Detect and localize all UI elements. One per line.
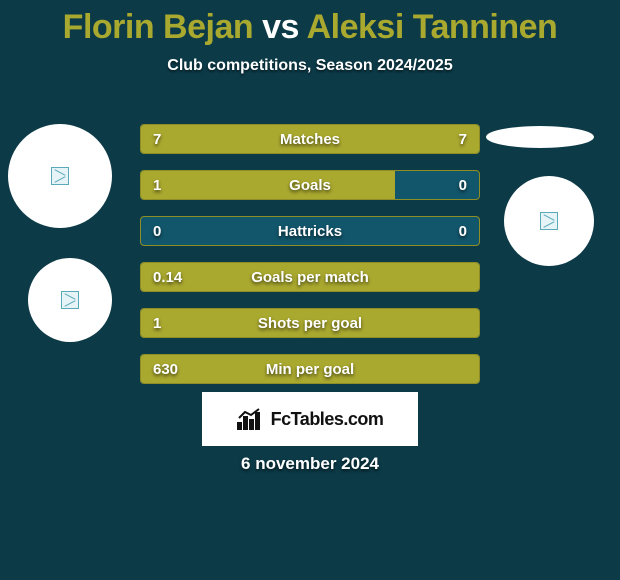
logo-text: FcTables.com <box>271 409 384 430</box>
placeholder-icon <box>540 212 558 230</box>
stat-row: 0.14Goals per match <box>140 262 480 292</box>
stat-label: Goals <box>141 171 479 199</box>
page-title: Florin Bejan vs Aleksi Tanninen <box>0 0 620 47</box>
title-vs: vs <box>262 8 299 46</box>
decorative-ellipse <box>486 126 594 148</box>
fctables-icon <box>237 408 265 430</box>
stat-label: Hattricks <box>141 217 479 245</box>
subtitle: Club competitions, Season 2024/2025 <box>0 57 620 75</box>
stat-label: Matches <box>141 125 479 153</box>
stat-label: Shots per goal <box>141 309 479 337</box>
stat-label: Min per goal <box>141 355 479 383</box>
stat-row: 1Shots per goal <box>140 308 480 338</box>
stat-row: 630Min per goal <box>140 354 480 384</box>
stat-label: Goals per match <box>141 263 479 291</box>
player1-team-avatar <box>28 258 112 342</box>
player1-avatar <box>8 124 112 228</box>
placeholder-icon <box>61 291 79 309</box>
stat-row: 10Goals <box>140 170 480 200</box>
placeholder-icon <box>51 167 69 185</box>
title-player1: Florin Bejan <box>63 8 253 46</box>
title-player2: Aleksi Tanninen <box>307 8 558 46</box>
logo-box: FcTables.com <box>202 392 418 446</box>
player2-avatar <box>504 176 594 266</box>
stat-row: 00Hattricks <box>140 216 480 246</box>
comparison-chart: 77Matches 10Goals 00Hattricks 0.14Goals per… <box>140 124 480 400</box>
date-label: 6 november 2024 <box>0 454 620 474</box>
stat-row: 77Matches <box>140 124 480 154</box>
